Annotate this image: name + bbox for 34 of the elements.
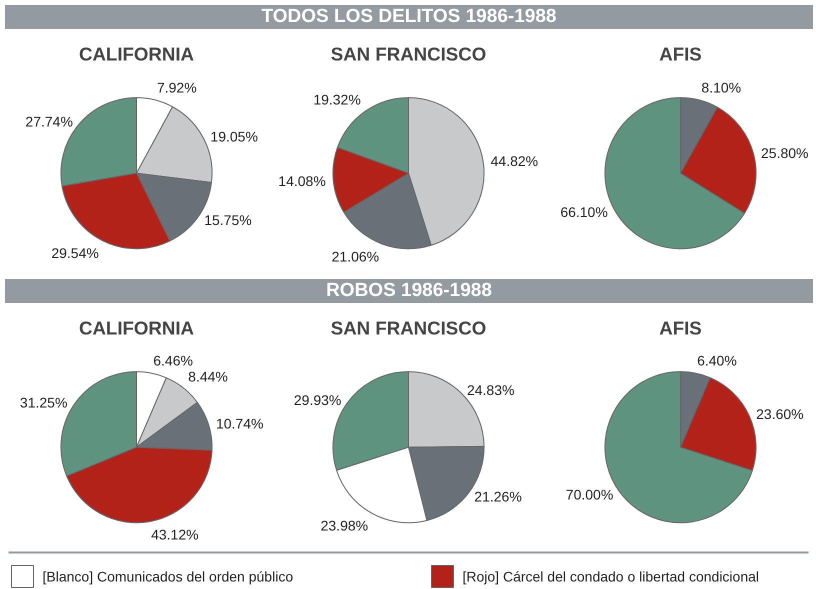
chart-subtitle: ROBOS 1986-1988: [326, 279, 492, 303]
data-label: 43.12%: [151, 526, 199, 542]
data-label: 23.60%: [756, 406, 804, 422]
data-label: 23.98%: [320, 517, 368, 534]
chart-title: CALIFORNIA: [78, 318, 194, 338]
data-label: 6.40%: [697, 352, 737, 368]
data-label: 29.93%: [294, 392, 342, 408]
data-label: 29.54%: [51, 244, 99, 261]
data-label: 44.82%: [490, 152, 538, 169]
data-label: 14.08%: [278, 173, 326, 190]
data-label: 10.74%: [216, 416, 264, 432]
chart-title: AFIS: [659, 318, 702, 338]
data-label: 15.75%: [204, 212, 252, 228]
data-label: 7.92%: [156, 79, 197, 96]
data-label: 6.46%: [153, 352, 193, 369]
data-label: 21.06%: [332, 248, 380, 264]
data-label: 8.44%: [188, 368, 228, 384]
data-label: 19.32%: [313, 91, 361, 108]
data-label: 8.10%: [701, 79, 742, 96]
chart-title: SAN FRANCISCO: [330, 44, 486, 64]
legend-label: [Rojo] Cárcel del condado o libertad condicional: [462, 568, 760, 584]
data-label: 66.10%: [560, 204, 608, 220]
chart-title: AFIS: [659, 44, 702, 64]
chart-title: SAN FRANCISCO: [330, 318, 486, 338]
data-label: 70.00%: [566, 486, 614, 502]
data-label: 25.80%: [761, 145, 808, 162]
data-label: 31.25%: [20, 394, 68, 411]
data-label: 24.83%: [466, 382, 514, 398]
chart-title: CALIFORNIA: [78, 44, 194, 64]
legend-label: [Blanco] Comunicados del orden público: [42, 568, 294, 584]
data-label: 27.74%: [25, 113, 73, 130]
chart-subtitle: TODOS LOS DELITOS 1986-1988: [262, 5, 556, 29]
data-label: 19.05%: [210, 128, 258, 144]
data-label: 21.26%: [474, 488, 522, 504]
